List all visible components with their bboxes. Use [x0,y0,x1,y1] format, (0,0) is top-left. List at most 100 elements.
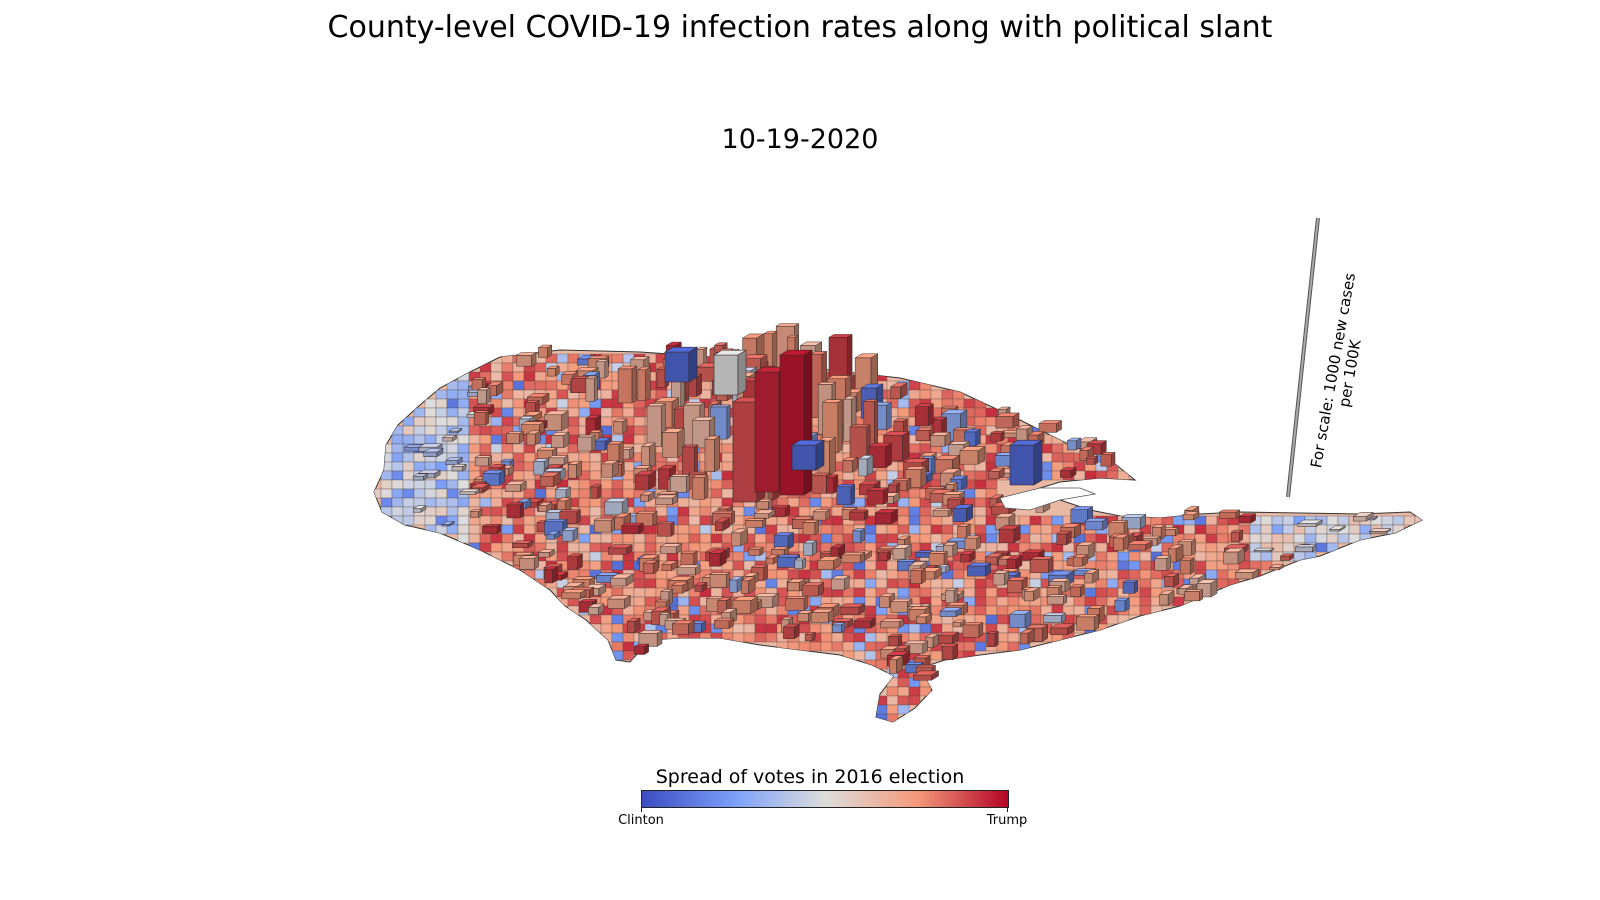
county-tile [919,686,932,697]
county-tile [523,380,536,391]
county-tile [490,506,503,517]
county-tile [1117,569,1130,580]
county-tile [1205,542,1218,553]
county-prism-tall [712,349,748,396]
county-tile [1326,542,1339,553]
county-tile [908,533,921,544]
county-tile [512,380,525,391]
county-tile [468,542,481,553]
county-tile [1260,533,1273,544]
county-tile [1271,515,1284,526]
county-tile [545,380,558,391]
county-tile [842,632,855,643]
county-tile [1106,614,1119,625]
county-tile [1106,578,1119,589]
county-prism [537,501,553,513]
county-tile [688,542,701,553]
county-tile [391,470,404,481]
county-prism [537,548,556,558]
county-tile [622,488,635,499]
county-tile [479,425,492,436]
county-tile [919,389,932,400]
county-tile [864,605,877,616]
county-tile [457,470,470,481]
county-tile [930,578,943,589]
county-prism [992,570,1010,586]
county-prism [704,435,721,473]
county-tile [1293,533,1306,544]
county-tile [1260,524,1273,535]
county-tile [853,632,866,643]
county-prism [606,441,625,465]
county-tile [930,533,943,544]
county-tile [446,443,459,454]
county-tile [611,623,624,634]
county-tile [1018,524,1031,535]
county-tile [831,632,844,643]
county-tile [622,461,635,472]
county-prism [660,560,679,572]
county-tile [897,506,910,517]
county-tile [589,551,602,562]
county-tile [1304,551,1317,562]
county-prism [620,522,645,534]
county-prism [937,631,960,645]
county-tile [512,407,525,418]
county-prism [473,410,490,426]
county-tile [897,569,910,580]
county-tile [1139,587,1152,598]
county-tile [908,380,921,391]
county-tile [512,470,525,481]
county-tile [1007,542,1020,553]
county-tile [776,569,789,580]
county-prism [1069,584,1085,598]
county-tile [666,506,679,517]
county-prism [1268,564,1285,571]
county-tile [633,542,646,553]
county-tile [809,569,822,580]
county-prism [595,359,610,379]
county-tile [1128,569,1141,580]
county-prism [589,484,603,499]
county-tile [501,533,514,544]
county-tile [512,443,525,454]
county-tile [567,407,580,418]
county-tile [611,488,624,499]
county-tile [974,416,987,427]
county-prism [793,557,807,570]
county-tile [699,515,712,526]
county-tile [446,497,459,508]
county-tile [974,407,987,418]
county-tile [1194,524,1207,535]
county-prism [636,366,652,401]
county-tile [391,479,404,490]
county-tile [864,632,877,643]
county-tile [710,497,723,508]
county-tile [864,587,877,598]
county-tile [886,533,899,544]
county-prism [659,589,674,606]
county-tile [457,434,470,445]
county-prism [952,504,974,523]
county-tile [1172,515,1185,526]
county-tile [688,506,701,517]
county-tile [941,623,954,634]
county-tile [556,551,569,562]
county-prism [1352,511,1375,522]
county-tile [930,515,943,526]
county-prism-tall [778,349,814,496]
county-prism [505,430,525,444]
county-tile [809,497,822,508]
county-tile [1106,569,1119,580]
county-tile [1117,470,1130,481]
county-tile [1326,515,1339,526]
county-tile [875,569,888,580]
county-tile [600,560,613,571]
county-tile [820,632,833,643]
county-tile [622,533,635,544]
county-prism [1120,514,1147,530]
county-tile [424,497,437,508]
county-prism [659,543,683,554]
county-tile [611,641,624,652]
county-tile [413,479,426,490]
